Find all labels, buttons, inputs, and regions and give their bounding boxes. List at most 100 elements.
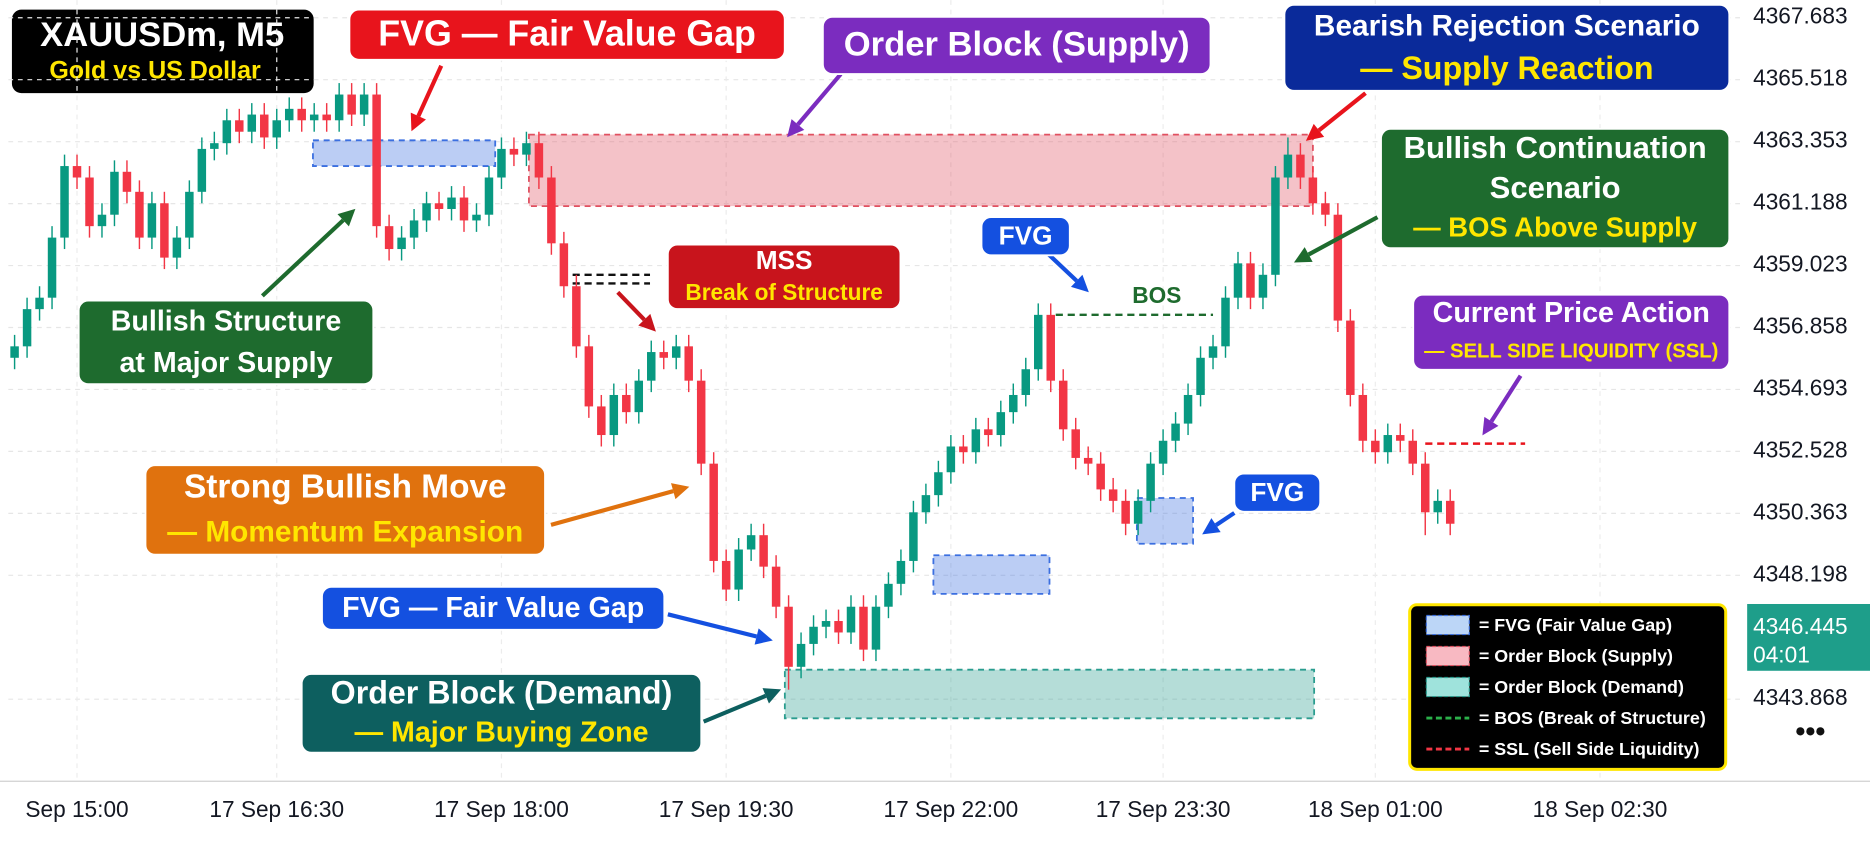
annotation-arrow bbox=[1317, 91, 1367, 133]
candle-body bbox=[734, 549, 743, 590]
candle-body bbox=[609, 394, 619, 436]
x-tick-label: 17 Sep 18:00 bbox=[434, 796, 569, 822]
callout-text: — Supply Reaction bbox=[1360, 50, 1653, 86]
annotation-arrow bbox=[260, 218, 345, 298]
callout-text: — BOS Above Supply bbox=[1413, 212, 1697, 243]
zone bbox=[528, 133, 1314, 208]
arrow-head bbox=[1482, 416, 1499, 436]
candle-body bbox=[72, 166, 82, 178]
zone bbox=[312, 139, 497, 167]
candle-body bbox=[35, 297, 44, 310]
y-tick-label: 4348.198 bbox=[1753, 560, 1847, 586]
candle-body bbox=[1171, 423, 1180, 441]
candle-body bbox=[1383, 435, 1393, 453]
candle-body bbox=[372, 94, 381, 227]
arrow-head bbox=[1305, 123, 1325, 141]
candle-body bbox=[334, 94, 344, 121]
current-price-label: 4346.445 bbox=[1753, 613, 1847, 639]
candle-body bbox=[659, 352, 668, 358]
candle-body bbox=[809, 626, 818, 644]
callout-text: FVG bbox=[999, 220, 1053, 250]
callout-text: — Momentum Expansion bbox=[167, 515, 523, 548]
candle-body bbox=[834, 621, 843, 633]
arrow-head bbox=[671, 483, 690, 500]
candle-body bbox=[1146, 463, 1155, 501]
candle-body bbox=[272, 120, 281, 138]
candle-body bbox=[1034, 314, 1043, 370]
y-tick-label: 4354.693 bbox=[1753, 374, 1847, 400]
candle-body bbox=[22, 309, 32, 347]
candle-body bbox=[1408, 440, 1418, 464]
zone bbox=[783, 668, 1316, 720]
y-tick-label: 4367.683 bbox=[1753, 3, 1847, 29]
candle-body bbox=[696, 380, 706, 464]
more-menu[interactable]: ••• bbox=[1795, 716, 1825, 748]
candle-body bbox=[821, 621, 831, 627]
x-tick-label: 18 Sep 01:00 bbox=[1308, 796, 1443, 822]
candle-body bbox=[1133, 500, 1143, 524]
annotation-arrow bbox=[1045, 251, 1079, 283]
candle-body bbox=[684, 346, 693, 381]
candle-body bbox=[534, 143, 544, 178]
annotation-arrow bbox=[1307, 215, 1379, 257]
candle-body bbox=[1308, 177, 1318, 204]
callout-text: — Major Buying Zone bbox=[354, 717, 648, 749]
candle-body bbox=[1083, 457, 1093, 464]
candle-body bbox=[397, 237, 406, 250]
candle-body bbox=[1333, 214, 1343, 321]
candle-body bbox=[984, 429, 993, 436]
current-price-tag bbox=[1747, 603, 1870, 671]
candle-body bbox=[472, 214, 481, 221]
candle-body bbox=[384, 226, 394, 250]
candle-body bbox=[846, 606, 856, 633]
callout-text: Break of Structure bbox=[685, 279, 883, 305]
candle-body bbox=[247, 114, 257, 132]
callout-text: Bullish Continuation bbox=[1404, 130, 1707, 165]
annotation-arrow bbox=[550, 489, 674, 527]
candle-body bbox=[1021, 369, 1031, 395]
candle-body bbox=[260, 114, 269, 138]
x-tick-label: 17 Sep 23:30 bbox=[1096, 796, 1231, 822]
callout-text: FVG — Fair Value Gap bbox=[342, 592, 644, 624]
title-box bbox=[11, 9, 314, 94]
candle-body bbox=[921, 495, 931, 513]
candle-body bbox=[110, 171, 119, 215]
candle-body bbox=[946, 446, 956, 473]
annotation-arrow bbox=[796, 72, 843, 126]
candle-body bbox=[1208, 346, 1218, 358]
candle-body bbox=[1371, 440, 1380, 453]
legend-label: = SSL (Sell Side Liquidity) bbox=[1479, 739, 1700, 759]
candle-body bbox=[934, 472, 943, 496]
callout-text: Order Block (Demand) bbox=[331, 674, 673, 710]
annotation-arrow bbox=[416, 64, 444, 117]
candle-body bbox=[297, 108, 306, 121]
candle-body bbox=[859, 606, 868, 650]
candle-body bbox=[1221, 297, 1230, 347]
callout-text: Strong Bullish Move bbox=[184, 469, 507, 506]
zone bbox=[932, 554, 1051, 595]
candle-body bbox=[1158, 440, 1168, 464]
candle-body bbox=[896, 560, 906, 584]
countdown-label: 04:01 bbox=[1753, 641, 1810, 667]
candle-body bbox=[160, 203, 169, 258]
candle-body bbox=[210, 143, 219, 149]
arrow-head bbox=[638, 313, 656, 332]
annotation-arrow bbox=[702, 693, 767, 724]
candle-body bbox=[185, 191, 194, 238]
candle-body bbox=[1358, 394, 1368, 441]
candle-body bbox=[172, 237, 182, 258]
candle-body bbox=[1445, 500, 1455, 524]
candle-body bbox=[509, 148, 519, 155]
candle-body bbox=[497, 148, 506, 178]
candle-body bbox=[1321, 203, 1330, 215]
candle-body bbox=[447, 197, 456, 209]
arrow-head bbox=[754, 628, 773, 645]
candle-body bbox=[459, 197, 469, 221]
candle-body bbox=[434, 203, 444, 209]
y-tick-label: 4352.528 bbox=[1753, 436, 1847, 462]
x-tick-label: 17 Sep 19:30 bbox=[659, 796, 794, 822]
callout-box bbox=[348, 8, 786, 61]
callout-text: Order Block (Supply) bbox=[844, 26, 1190, 64]
